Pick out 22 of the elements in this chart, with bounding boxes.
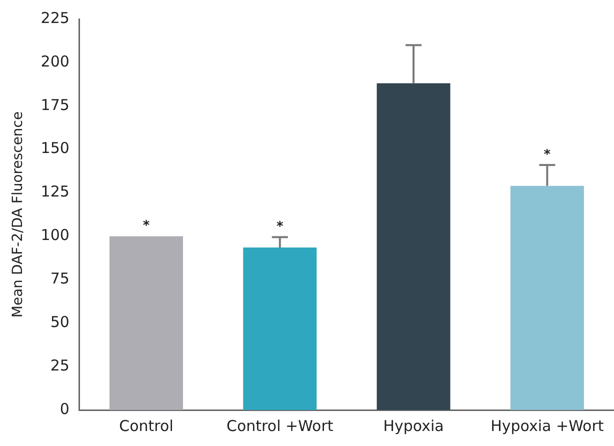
- y-axis-title: Mean DAF-2/DA Fluorescence: [10, 111, 26, 318]
- y-tick-label: 25: [50, 356, 70, 374]
- y-tick-label: 225: [40, 8, 70, 27]
- y-tick-label: 75: [50, 270, 70, 288]
- y-tick-label: 175: [40, 96, 70, 114]
- x-tick-label: Control: [119, 416, 174, 435]
- annotation: *: [544, 147, 551, 162]
- y-tick-label: 125: [40, 182, 70, 201]
- y-tick-label: 50: [50, 313, 70, 331]
- bar: [110, 236, 184, 410]
- bar: [376, 83, 450, 410]
- y-tick-label: 100: [40, 226, 70, 244]
- x-tick-label: Hypoxia: [383, 416, 444, 435]
- bar: [510, 186, 584, 410]
- x-tick-label: Control +Wort: [226, 416, 334, 435]
- y-tick-label: 200: [40, 52, 70, 70]
- x-tick-label: Hypoxia +Wort: [490, 416, 604, 435]
- y-tick-label: 0: [60, 400, 70, 418]
- y-tick-label: 150: [40, 139, 70, 158]
- bar: [243, 248, 317, 410]
- annotation: *: [142, 218, 150, 234]
- annotation: *: [276, 219, 284, 234]
